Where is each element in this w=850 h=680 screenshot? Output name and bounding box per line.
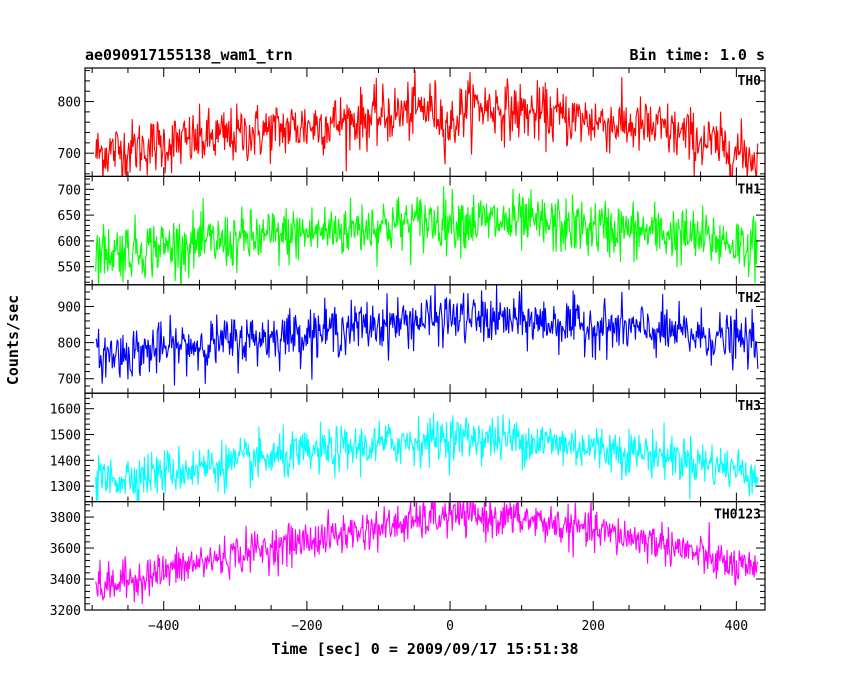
x-tick-label: 0 xyxy=(446,619,454,634)
y-tick-label: 3200 xyxy=(50,604,81,619)
panel-th0123: 3200 3400 3600 3800 TH0123 xyxy=(50,501,766,619)
x-tick-label: 200 xyxy=(581,619,604,634)
y-tick-label: 1600 xyxy=(50,403,81,418)
y-tick-label: 700 xyxy=(58,147,81,162)
series-line-th0123 xyxy=(95,501,759,605)
series-line-th1 xyxy=(95,186,759,285)
y-tick-label: 1500 xyxy=(50,428,81,443)
y-tick-label: 650 xyxy=(58,209,81,224)
y-tick-label: 3800 xyxy=(50,511,81,526)
series-line-th0 xyxy=(95,70,759,177)
panel-th0: 700 800 TH0 xyxy=(58,67,766,178)
y-tick-label: 1400 xyxy=(50,454,81,469)
series-line-th3 xyxy=(95,412,759,502)
y-tick-label: 800 xyxy=(58,96,81,111)
panel-th1: 550 600 650 700 TH1 xyxy=(58,175,766,286)
panel-name-th0123: TH0123 xyxy=(714,508,761,523)
chart-title-right: Bin time: 1.0 s xyxy=(630,46,765,64)
chart-title-left: ae090917155138_wam1_trn xyxy=(85,46,293,64)
y-axis-label: Counts/sec xyxy=(4,295,22,385)
y-tick-label: 600 xyxy=(58,235,81,250)
panels: 700 800 TH0 550 600 650 700 TH1 700 800 900 TH2 1300… xyxy=(50,67,766,634)
x-tick-label: −200 xyxy=(291,619,322,634)
panel-th3: 1300 1400 1500 1600 TH3 xyxy=(50,392,766,503)
panel-frame xyxy=(84,501,766,611)
panel-th2: 700 800 900 TH2 xyxy=(58,284,766,394)
y-tick-label: 3400 xyxy=(50,573,81,588)
y-tick-label: 700 xyxy=(58,373,81,388)
y-tick-label: 3600 xyxy=(50,542,81,557)
x-tick-label: 400 xyxy=(725,619,748,634)
series-line-th2 xyxy=(95,284,759,386)
y-tick-label: 700 xyxy=(58,183,81,198)
panel-name-th1: TH1 xyxy=(738,182,762,197)
y-tick-label: 900 xyxy=(58,300,81,315)
panel-name-th0: TH0 xyxy=(738,74,762,89)
y-tick-label: 800 xyxy=(58,337,81,352)
y-tick-label: 550 xyxy=(58,261,81,276)
x-axis-label: Time [sec] 0 = 2009/09/17 15:51:38 xyxy=(271,640,578,658)
y-tick-label: 1300 xyxy=(50,480,81,495)
panel-name-th3: TH3 xyxy=(738,399,761,414)
x-tick-label: −400 xyxy=(148,619,179,634)
panel-name-th2: TH2 xyxy=(738,291,761,306)
